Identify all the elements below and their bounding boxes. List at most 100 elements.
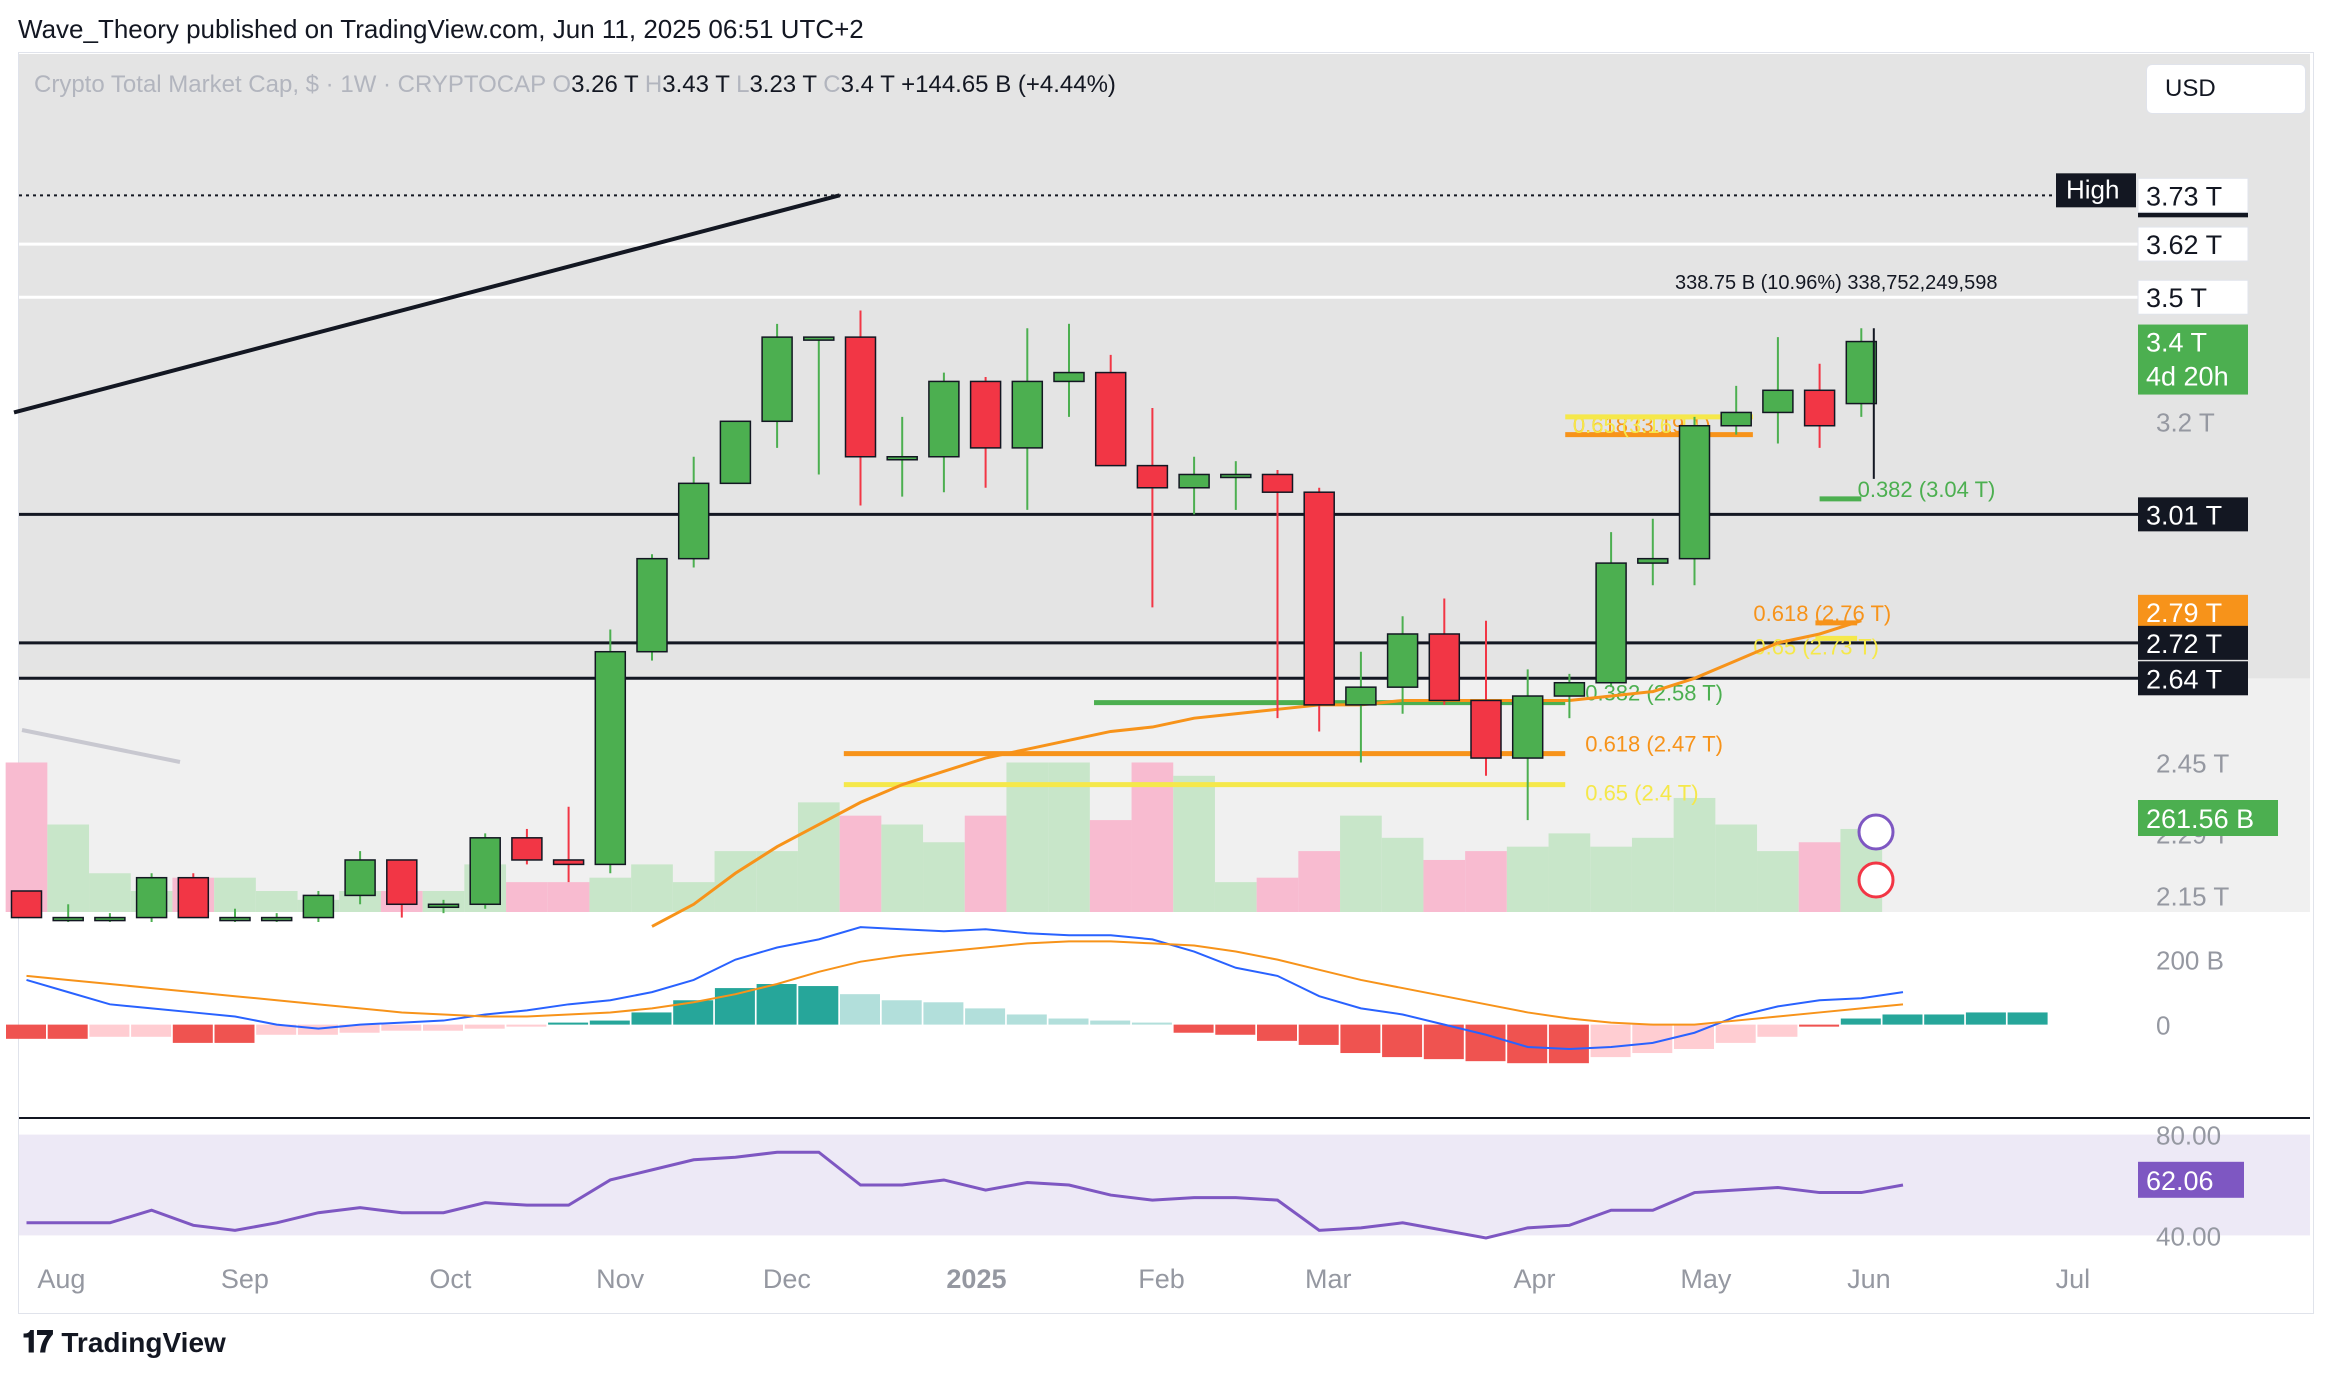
macd-histogram-bar xyxy=(1590,1024,1631,1058)
legend-part: Crypto Total Market Cap, $ · 1W · CRYPTO… xyxy=(34,71,546,98)
candle-body xyxy=(219,916,251,922)
price-badge xyxy=(2138,594,2248,629)
candle-body xyxy=(1803,389,1836,427)
chart-frame[interactable] xyxy=(18,52,2314,1314)
volume-bar xyxy=(547,882,590,912)
macd-histogram-bar xyxy=(881,1000,922,1025)
tradingview-brand: TradingView xyxy=(61,1327,226,1358)
candle-body xyxy=(1178,473,1210,489)
volume-bar xyxy=(1381,837,1424,912)
faded-trendline xyxy=(21,728,181,764)
fib-level-label: 0.618 (2.76 T) xyxy=(1753,601,1891,626)
rsi-badge-label: 62.06 xyxy=(2146,1166,2214,1196)
time-axis-label: Apr xyxy=(1514,1264,1556,1294)
fib-level-label: 0.65 (2.73 T) xyxy=(1753,634,1879,659)
candle-body xyxy=(803,336,835,341)
candle-body xyxy=(552,859,585,866)
price-badge-label: 3.01 T xyxy=(2146,500,2222,530)
macd-histogram-bar xyxy=(297,1024,338,1035)
price-badge xyxy=(2138,324,2248,395)
price-badge-label: 3.73 T xyxy=(2146,181,2222,211)
candle-body xyxy=(94,916,126,922)
time-axis-label: Oct xyxy=(429,1264,472,1294)
candle-body xyxy=(1053,371,1085,383)
volume-bar xyxy=(5,762,48,912)
macd-histogram-bar xyxy=(464,1024,505,1029)
macd-histogram-bar xyxy=(589,1020,630,1025)
volume-bar xyxy=(506,882,548,912)
volume-bar xyxy=(1798,842,1841,912)
volume-bar xyxy=(797,802,840,912)
candle-body xyxy=(928,380,960,458)
candle-body xyxy=(719,420,752,485)
macd-histogram-bar xyxy=(631,1012,672,1025)
candle-body xyxy=(1720,411,1752,427)
candle-body xyxy=(1220,473,1252,479)
rsi-band xyxy=(19,1134,2310,1236)
time-axis-label: Feb xyxy=(1138,1264,1185,1294)
candle-body xyxy=(636,557,668,653)
price-axis-label: 3.2 T xyxy=(2156,407,2215,437)
fib-level-label: 0.382 (2.58 T) xyxy=(1585,681,1723,706)
macd-histogram-bar xyxy=(47,1024,88,1039)
macd-histogram-bar xyxy=(172,1024,213,1043)
volume-bar xyxy=(1548,833,1591,912)
macd-histogram-bar xyxy=(1548,1024,1589,1064)
candle-body xyxy=(677,482,710,560)
candle-body xyxy=(1386,633,1419,688)
macd-histogram-bar xyxy=(965,1008,1006,1025)
volume-bar xyxy=(1631,837,1674,912)
macd-histogram-bar xyxy=(1048,1018,1089,1025)
price-axis-label: 2.45 T xyxy=(2156,748,2229,778)
legend-part: 3.26 T xyxy=(571,71,639,98)
macd-axis-label: 0 xyxy=(2156,1011,2170,1041)
candle-body xyxy=(594,650,627,866)
currency-button[interactable]: USD xyxy=(2146,64,2306,114)
candle-body xyxy=(1595,562,1627,684)
ema-line xyxy=(651,619,1862,928)
volume-bar xyxy=(589,877,632,912)
symbol-legend: Crypto Total Market Cap, $ · 1W · CRYPTO… xyxy=(34,71,1116,98)
legend-part: L xyxy=(729,71,749,98)
price-badge-label: 2.79 T xyxy=(2146,598,2222,628)
volume-bar xyxy=(1673,797,1716,912)
tradingview-footer[interactable]: 𝟏𝟕 TradingView xyxy=(22,1326,226,1360)
candle-body xyxy=(1470,699,1502,759)
candle-body xyxy=(1136,464,1169,489)
macd-histogram-bar xyxy=(1173,1024,1214,1033)
macd-histogram-bar xyxy=(1924,1014,1965,1025)
volume-badge-label: 261.56 B xyxy=(2146,804,2254,834)
macd-histogram-bar xyxy=(339,1024,380,1033)
volume-bar xyxy=(1506,846,1549,912)
volume-bar xyxy=(1340,815,1382,912)
price-axis-label: 2.15 T xyxy=(2156,881,2229,911)
candle-body xyxy=(469,837,501,906)
macd-histogram-bar xyxy=(2007,1012,2048,1025)
time-axis-label: Mar xyxy=(1305,1264,1352,1294)
candle-body xyxy=(1428,633,1461,702)
volume-badge xyxy=(2138,800,2278,836)
macd-histogram-bar xyxy=(1507,1024,1548,1064)
fib-level-label: 0.618 (2.47 T) xyxy=(1585,732,1723,757)
volume-bar xyxy=(214,877,256,912)
volume-bar xyxy=(756,851,798,912)
price-badge-label: 3.62 T xyxy=(2146,230,2222,260)
us-flag-icon xyxy=(1857,861,1895,899)
volume-bar xyxy=(1590,846,1632,912)
volume-bar xyxy=(631,864,673,912)
macd-histogram-bar xyxy=(1090,1020,1131,1025)
macd-histogram-bar xyxy=(1715,1024,1756,1043)
rsi-axis-label: 80.00 xyxy=(2156,1121,2221,1151)
legend-part: C xyxy=(817,71,841,98)
macd-histogram-bar xyxy=(131,1024,172,1037)
time-axis-label: Jun xyxy=(1847,1264,1891,1294)
legend-part: O xyxy=(546,71,571,98)
candle-body xyxy=(260,916,293,922)
candle-body xyxy=(886,456,918,461)
high-label: High xyxy=(2066,174,2119,204)
candle-body xyxy=(969,380,1002,449)
price-badge xyxy=(2138,625,2248,660)
volume-bar xyxy=(964,815,1007,912)
legend-part: 3.23 T xyxy=(749,71,817,98)
